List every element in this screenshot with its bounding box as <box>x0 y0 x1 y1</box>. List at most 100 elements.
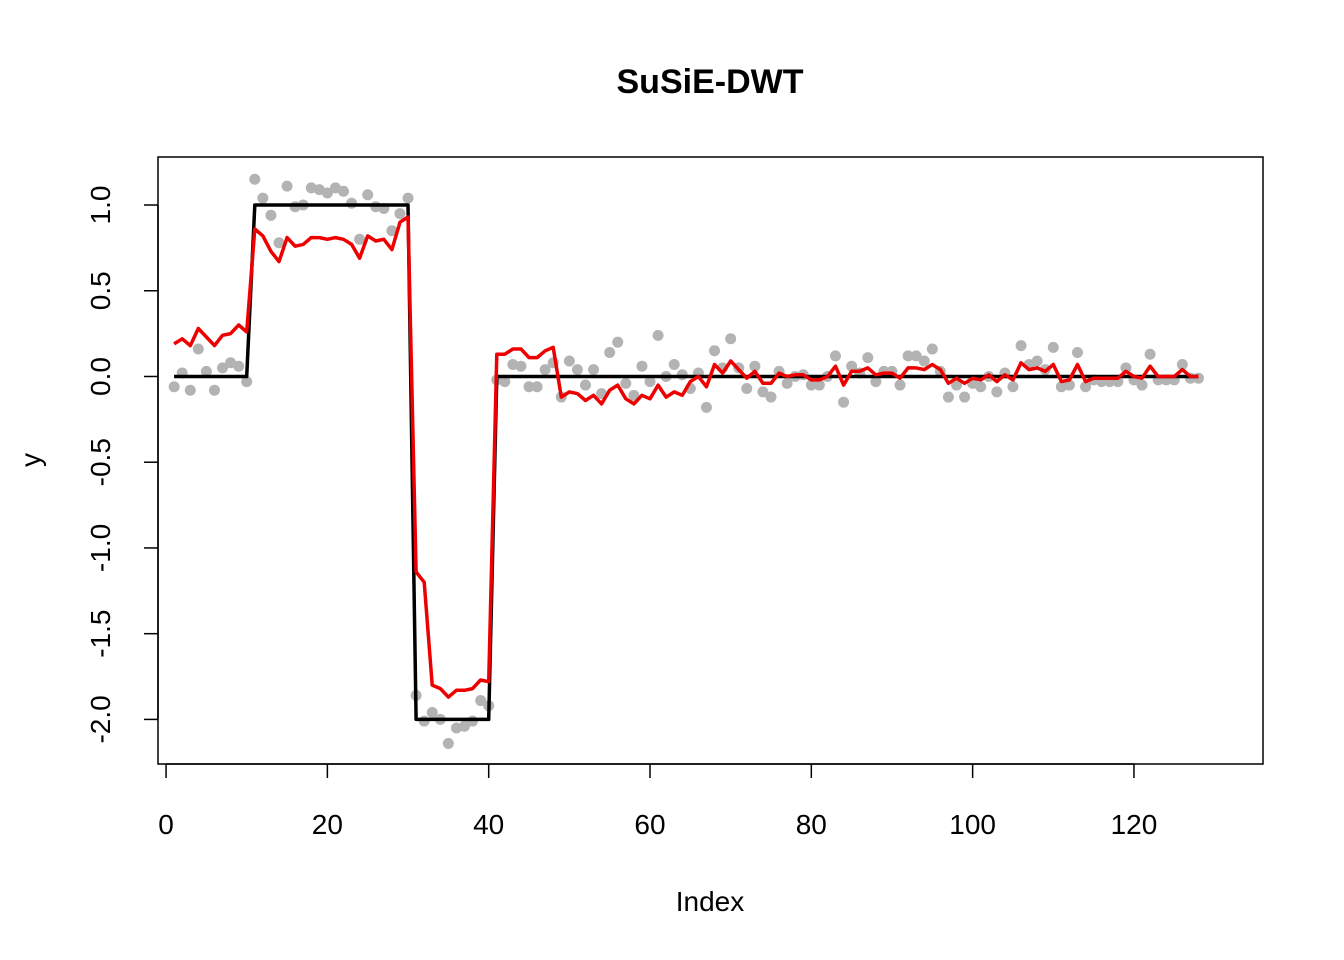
data-point <box>725 333 737 345</box>
data-point <box>192 343 204 355</box>
data-point <box>620 377 632 389</box>
data-point <box>709 345 721 357</box>
data-point <box>523 381 535 393</box>
data-point <box>515 360 527 372</box>
x-tick-label: 40 <box>473 809 504 840</box>
data-point <box>838 396 850 408</box>
data-point <box>1144 348 1156 360</box>
data-point <box>862 352 874 364</box>
data-point <box>749 360 761 372</box>
data-point <box>951 379 963 391</box>
data-point <box>668 358 680 370</box>
data-point <box>1071 346 1083 358</box>
y-tick-label: 0.0 <box>85 357 116 396</box>
x-axis: 0 20 40 60 80 100 120 <box>158 763 1158 840</box>
x-tick-label: 60 <box>634 809 665 840</box>
data-point <box>579 379 591 391</box>
data-point <box>338 185 350 197</box>
data-point <box>1047 341 1059 353</box>
data-point <box>442 737 454 749</box>
data-point <box>830 350 842 362</box>
series-lines <box>173 203 1199 722</box>
data-point <box>652 329 664 341</box>
data-point <box>249 173 261 185</box>
data-point <box>1063 379 1075 391</box>
data-point <box>208 384 220 396</box>
chart-title: SuSiE-DWT <box>617 63 804 101</box>
y-tick-label: 0.5 <box>85 271 116 310</box>
truth-line <box>174 203 1199 722</box>
data-point <box>975 381 987 393</box>
data-point <box>241 376 253 388</box>
x-tick-label: 80 <box>796 809 827 840</box>
y-axis-label: y <box>15 453 46 467</box>
data-point <box>265 209 277 221</box>
data-point <box>386 225 398 237</box>
data-point <box>458 720 470 732</box>
data-point <box>475 695 487 707</box>
data-point <box>870 376 882 388</box>
y-tick-label: -2.0 <box>85 695 116 743</box>
y-tick-label: -0.5 <box>85 438 116 486</box>
data-point <box>1031 355 1043 367</box>
data-point <box>273 237 285 249</box>
data-point <box>402 192 414 204</box>
plot-frame <box>157 156 1264 765</box>
x-tick-label: 0 <box>158 809 174 840</box>
data-point <box>588 364 600 376</box>
data-point <box>321 187 333 199</box>
data-point <box>571 364 583 376</box>
data-point <box>991 386 1003 398</box>
data-point <box>612 336 624 348</box>
data-point <box>257 192 269 204</box>
data-point <box>781 377 793 389</box>
data-point <box>1136 379 1148 391</box>
data-point <box>628 389 640 401</box>
data-point <box>426 707 438 719</box>
data-point <box>959 391 971 403</box>
data-point <box>168 381 180 393</box>
data-point <box>894 379 906 391</box>
data-point <box>200 365 212 377</box>
x-tick-label: 120 <box>1111 809 1158 840</box>
data-point <box>233 360 245 372</box>
observed-points <box>168 173 1204 749</box>
x-tick-label: 20 <box>312 809 343 840</box>
data-point <box>926 343 938 355</box>
data-point <box>1015 340 1027 352</box>
data-point <box>281 180 293 192</box>
y-tick-label: -1.5 <box>85 610 116 658</box>
data-point <box>636 360 648 372</box>
data-point <box>184 384 196 396</box>
data-point <box>1120 362 1132 374</box>
data-point <box>1080 381 1092 393</box>
data-point <box>644 376 656 388</box>
data-point <box>942 391 954 403</box>
data-point <box>918 355 930 367</box>
x-tick-label: 100 <box>949 809 996 840</box>
data-point <box>765 391 777 403</box>
data-point <box>757 386 769 398</box>
data-point <box>354 233 366 245</box>
data-point <box>394 208 406 220</box>
data-point <box>604 346 616 358</box>
data-point <box>910 350 922 362</box>
data-point <box>362 189 374 201</box>
data-point <box>846 360 858 372</box>
data-point <box>563 355 575 367</box>
data-point <box>531 381 543 393</box>
data-point <box>813 379 825 391</box>
data-point <box>902 350 914 362</box>
data-point <box>1007 381 1019 393</box>
y-axis: -2.0 -1.5 -1.0 -0.5 0.0 0.5 1.0 <box>85 186 159 744</box>
x-axis-label: Index <box>676 886 745 917</box>
y-tick-label: 1.0 <box>85 186 116 225</box>
y-tick-label: -1.0 <box>85 524 116 572</box>
data-point <box>499 376 511 388</box>
data-point <box>805 379 817 391</box>
estimate-line <box>173 215 1199 699</box>
data-point <box>217 362 229 374</box>
data-point <box>700 401 712 413</box>
data-point <box>539 364 551 376</box>
